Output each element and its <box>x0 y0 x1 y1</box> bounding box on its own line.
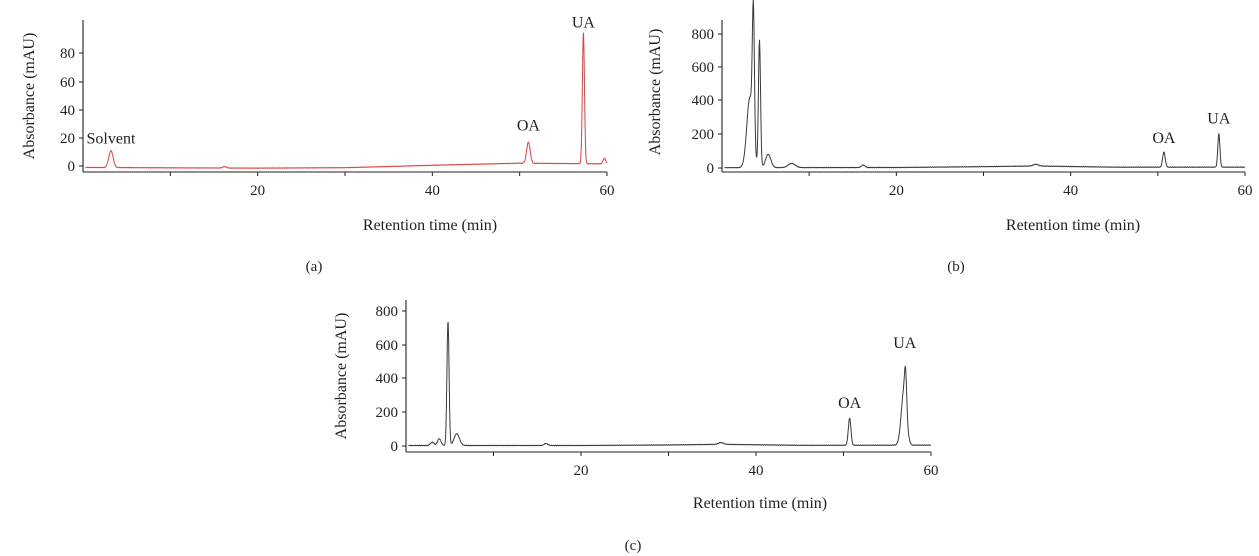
y-tick-label: 60 <box>60 75 75 91</box>
chromatogram-trace <box>724 0 1246 169</box>
x-axis-label: Retention time (min) <box>1006 217 1140 234</box>
panel-caption: (c) <box>625 538 642 554</box>
x-tick-label: 40 <box>749 463 764 479</box>
chromatogram-trace <box>85 32 608 169</box>
peak-annotation: OA <box>1152 130 1176 147</box>
y-tick-label: 200 <box>376 405 399 421</box>
y-tick-label: 80 <box>60 46 75 62</box>
x-axis-label: Retention time (min) <box>693 495 827 512</box>
peak-annotation: UA <box>572 15 596 32</box>
x-tick-label: 20 <box>250 183 265 199</box>
chromatogram-trace <box>408 321 932 447</box>
y-tick-label: 400 <box>376 371 399 387</box>
peak-annotation: UA <box>893 335 917 352</box>
y-axis-label: Absorbance (mAU) <box>21 33 38 160</box>
y-tick-label: 40 <box>60 103 75 119</box>
y-tick-label: 0 <box>68 159 76 175</box>
x-tick-label: 20 <box>889 183 904 199</box>
panel-caption: (a) <box>306 259 323 275</box>
y-tick-label: 0 <box>707 161 715 177</box>
y-tick-label: 400 <box>692 93 715 109</box>
panel-caption: (b) <box>947 259 965 275</box>
y-tick-label: 600 <box>376 338 399 354</box>
y-tick-label: 0 <box>391 439 399 455</box>
y-tick-label: 200 <box>692 127 715 143</box>
x-tick-label: 60 <box>924 463 939 479</box>
y-tick-label: 600 <box>692 60 715 76</box>
chromatogram-panel-2: 0 200 400 600 800 20 40 60 Retention time (min) A… <box>333 300 939 554</box>
peak-annotation: OA <box>838 395 862 412</box>
peak-annotation: Solvent <box>87 130 136 147</box>
x-tick-label: 60 <box>1238 183 1253 199</box>
x-tick-label: 20 <box>574 463 589 479</box>
y-tick-label: 20 <box>60 131 75 147</box>
y-axis-label: Absorbance (mAU) <box>647 29 664 156</box>
x-axis-label: Retention time (min) <box>363 217 497 234</box>
peak-annotation: UA <box>1207 111 1231 128</box>
x-tick-label: 40 <box>425 183 440 199</box>
y-tick-label: 800 <box>692 27 715 43</box>
chromatogram-panel-1: 0 200 400 600 800 20 40 60 Retention time (min) A… <box>647 0 1253 275</box>
chromatogram-panel-0: 0 20 40 60 80 20 40 60 Retention time (min) Absor… <box>21 15 615 275</box>
peak-annotation: OA <box>517 118 541 135</box>
x-tick-label: 40 <box>1063 183 1078 199</box>
y-axis-label: Absorbance (mAU) <box>333 313 350 440</box>
y-tick-label: 800 <box>376 304 399 320</box>
x-tick-label: 60 <box>600 183 615 199</box>
